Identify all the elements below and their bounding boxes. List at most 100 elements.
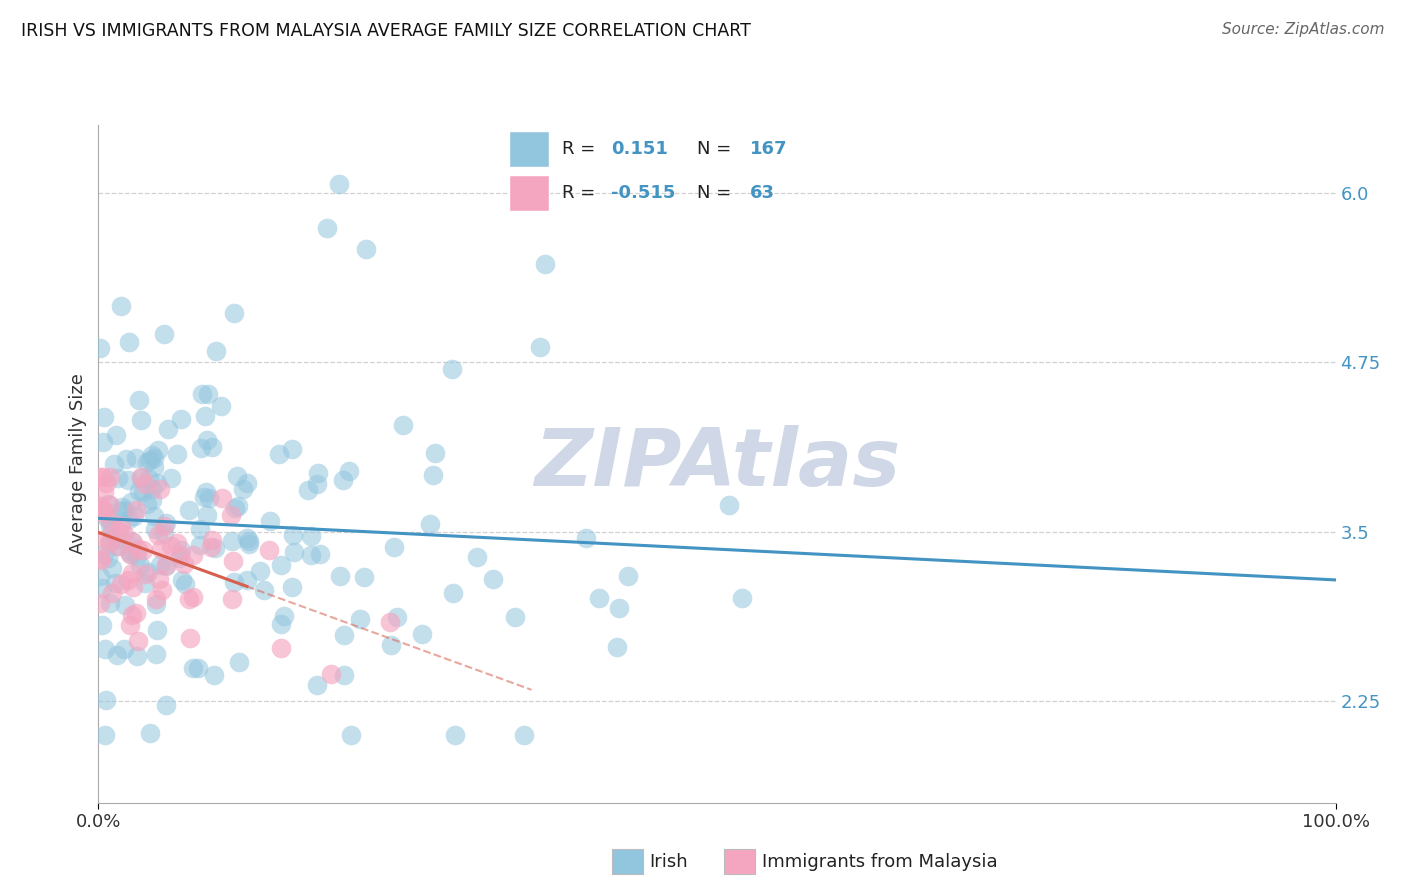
Point: [226, 499, 249, 513]
Point: [149, 482, 172, 496]
Point: [136, 565, 159, 579]
Point: [411, 627, 433, 641]
Point: [172, 573, 194, 587]
Point: [89, 551, 111, 566]
Point: [329, 568, 352, 582]
Point: [166, 448, 188, 462]
Point: [91, 618, 114, 632]
Point: [512, 728, 534, 742]
Point: [575, 532, 598, 546]
Point: [141, 482, 163, 496]
Point: [307, 466, 329, 480]
Point: [259, 515, 281, 529]
Point: [98, 498, 121, 512]
Y-axis label: Average Family Size: Average Family Size: [69, 374, 87, 554]
Point: [226, 469, 249, 483]
Point: [128, 392, 150, 407]
Point: [146, 528, 169, 542]
Point: [238, 533, 260, 548]
Point: [224, 500, 246, 515]
Point: [131, 471, 153, 485]
Point: [142, 459, 165, 474]
Point: [193, 409, 215, 423]
Point: [138, 726, 160, 740]
Point: [253, 582, 276, 597]
Point: [204, 541, 226, 555]
Point: [481, 572, 503, 586]
Point: [100, 515, 122, 529]
Point: [96, 511, 118, 525]
Point: [112, 642, 135, 657]
Point: [93, 409, 115, 424]
Point: [138, 453, 160, 467]
Text: R =: R =: [562, 140, 600, 158]
Point: [142, 450, 165, 465]
Point: [160, 471, 183, 485]
Point: [145, 647, 167, 661]
Point: [122, 509, 145, 524]
Point: [122, 580, 145, 594]
Point: [283, 544, 305, 558]
Point: [120, 547, 142, 561]
Point: [190, 441, 212, 455]
Point: [392, 417, 415, 432]
Point: [89, 569, 111, 583]
Point: [111, 500, 134, 514]
Point: [135, 455, 157, 469]
Point: [110, 519, 132, 533]
Point: [440, 362, 463, 376]
Point: [382, 541, 405, 555]
Point: [98, 518, 121, 533]
Point: [141, 448, 163, 462]
Point: [112, 502, 135, 516]
Point: [114, 598, 136, 612]
Point: [121, 535, 143, 549]
Point: [120, 495, 142, 509]
Point: [340, 728, 363, 742]
Point: [117, 573, 139, 587]
Point: [134, 575, 156, 590]
Point: [299, 529, 322, 543]
Point: [153, 326, 176, 341]
Point: [155, 698, 177, 713]
Bar: [509, 131, 548, 167]
Point: [297, 483, 319, 497]
Point: [607, 600, 630, 615]
Point: [270, 640, 292, 655]
Point: [166, 536, 188, 550]
Point: [606, 640, 628, 654]
Point: [121, 533, 143, 548]
Text: ZIPAtlas: ZIPAtlas: [534, 425, 900, 503]
Point: [93, 547, 115, 561]
Point: [110, 577, 132, 591]
Point: [150, 542, 173, 557]
Point: [202, 668, 225, 682]
Point: [270, 558, 292, 572]
Point: [97, 497, 120, 511]
Point: [441, 586, 464, 600]
Point: [150, 582, 173, 597]
Point: [169, 548, 191, 562]
Point: [145, 591, 167, 606]
Point: [731, 591, 754, 605]
Point: [90, 499, 112, 513]
Point: [153, 527, 176, 541]
Point: [134, 567, 156, 582]
Point: [118, 335, 141, 350]
Point: [104, 428, 127, 442]
Point: [353, 569, 375, 583]
Point: [222, 574, 245, 589]
Point: [328, 178, 350, 192]
Point: [201, 440, 224, 454]
Point: [193, 490, 215, 504]
Text: -0.515: -0.515: [612, 185, 676, 202]
Point: [181, 660, 204, 674]
Point: [249, 564, 271, 578]
Point: [299, 548, 322, 562]
Text: Irish: Irish: [650, 853, 688, 871]
Point: [188, 522, 211, 536]
Point: [115, 452, 138, 467]
Point: [94, 476, 117, 491]
Point: [129, 470, 152, 484]
Point: [155, 559, 177, 574]
